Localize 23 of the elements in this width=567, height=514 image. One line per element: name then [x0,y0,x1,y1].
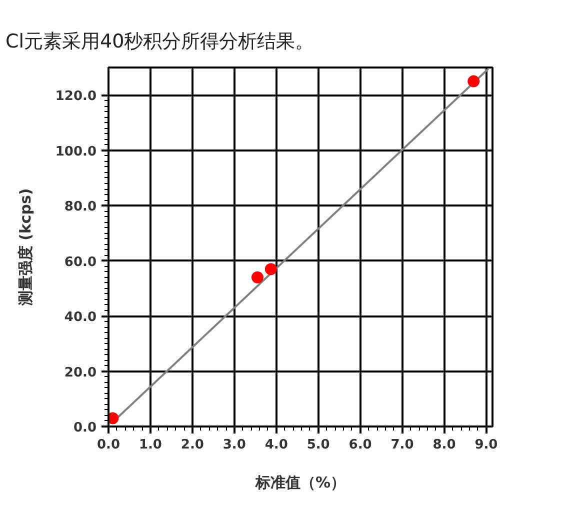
point [264,263,277,276]
y-tick-label: 40.0 [64,310,97,326]
x-tick-label: 3.0 [222,438,246,452]
chart-title: Cl元素采用40秒积分所得分析结果。 [6,30,314,52]
x-tick-label: 8.0 [432,438,456,452]
x-tick-label: 1.0 [138,438,162,452]
x-tick-label: 0.0 [96,438,120,452]
y-axis-title: 测量强度 (kcps) [16,188,34,307]
x-tick-label: 9.0 [474,438,498,452]
y-tick-label: 80.0 [64,200,97,215]
y-tick-label: 120.0 [55,89,97,104]
point [251,271,264,284]
y-tick-label: 60.0 [64,254,97,270]
x-tick-label: 2.0 [180,438,204,452]
x-tick-label: 6.0 [348,438,372,452]
y-tick-label: 0.0 [73,420,96,436]
y-tick-label: 20.0 [64,365,97,380]
x-tick-label: 4.0 [264,438,288,452]
x-axis-title: 标准值（%） [254,474,346,492]
point [468,75,480,88]
x-tick-label: 7.0 [390,438,414,452]
x-tick-label: 5.0 [306,438,330,452]
y-tick-label: 100.0 [55,144,97,160]
